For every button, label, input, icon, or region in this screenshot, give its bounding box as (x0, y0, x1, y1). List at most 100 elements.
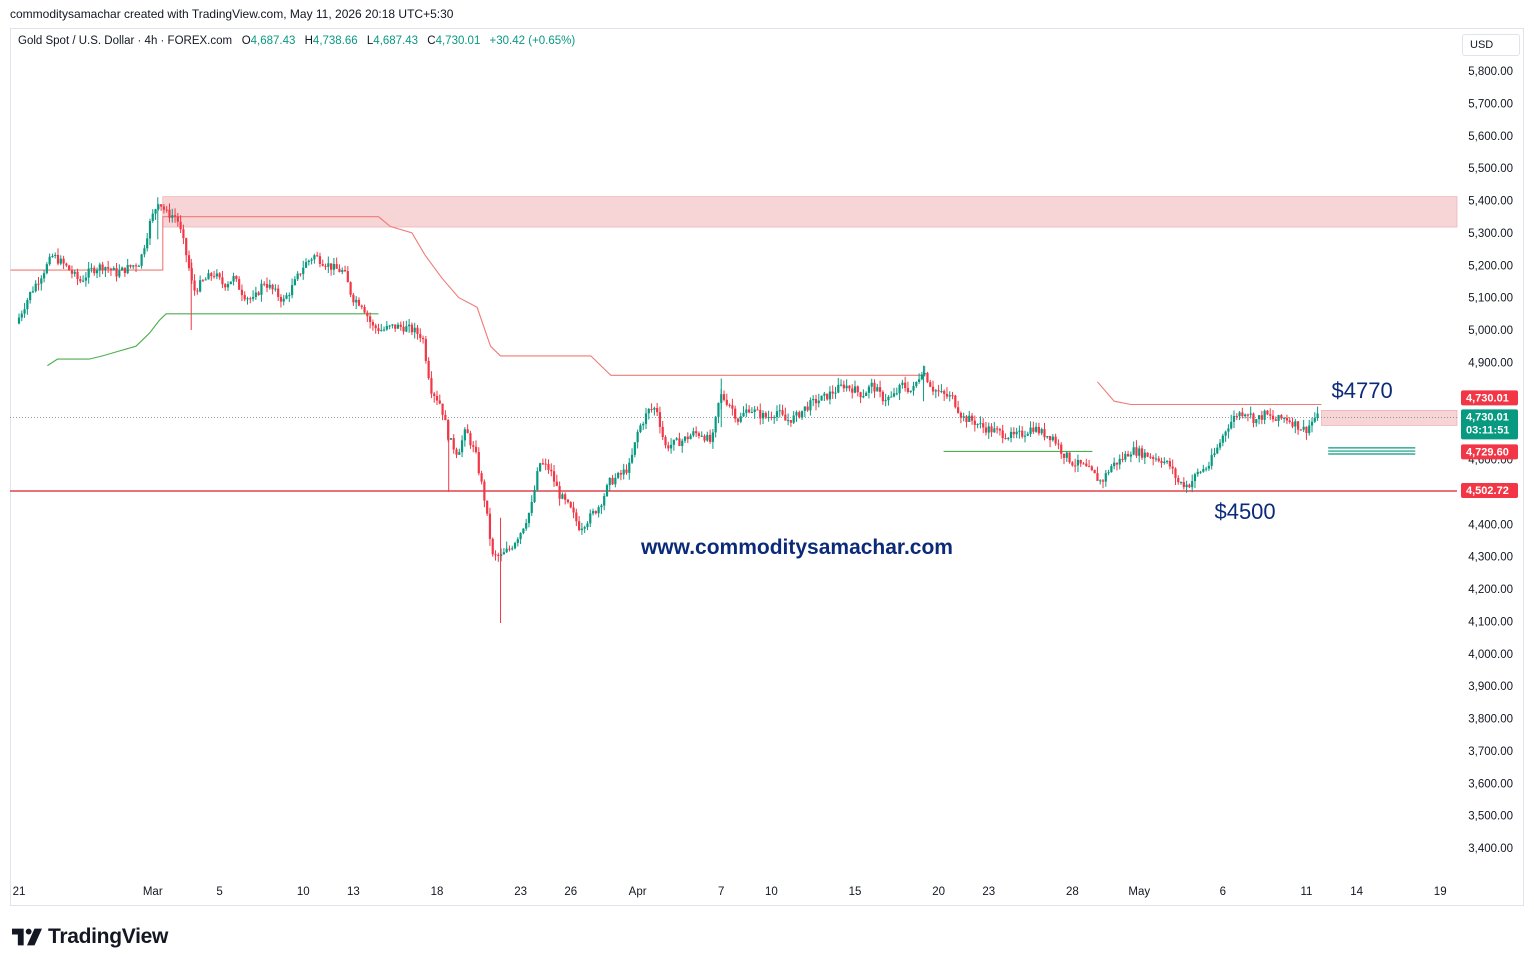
candle-up (800, 410, 804, 418)
candle-down (486, 500, 489, 514)
last-price-tag-text: 03:11:51 (1466, 424, 1509, 436)
candle-up (1294, 421, 1297, 427)
candle-down (695, 431, 698, 434)
candle-up (73, 271, 76, 274)
candle-up (511, 548, 514, 550)
candle-up (898, 384, 901, 394)
price-axis-tick: 4,000.00 (1468, 649, 1513, 661)
candle-down (212, 276, 216, 278)
candle-up (1310, 421, 1314, 426)
candle-down (658, 412, 662, 427)
candle-up (458, 452, 461, 455)
candle-down (569, 502, 572, 508)
candle-up (1238, 412, 1241, 417)
candle-down (101, 264, 104, 270)
price-axis-tick: 5,000.00 (1468, 325, 1513, 337)
candle-down (321, 264, 324, 266)
candle-up (948, 395, 951, 397)
candle-down (424, 339, 427, 361)
candle-down (70, 270, 74, 274)
candle-down (271, 284, 274, 290)
candle-up (767, 417, 770, 419)
candle-up (154, 209, 157, 214)
candle-down (243, 295, 246, 300)
symbol-name[interactable]: Gold Spot / U.S. Dollar · 4h · FOREX.com (18, 35, 233, 47)
candle-down (1021, 430, 1024, 437)
candle-up (630, 454, 634, 463)
chart-credit: commoditysamachar created with TradingVi… (10, 7, 454, 21)
time-axis-tick: 6 (1220, 886, 1226, 898)
candle-down (878, 387, 882, 392)
candle-down (410, 324, 414, 333)
candle-up (1065, 452, 1068, 458)
candle-up (1308, 425, 1311, 434)
candle-up (700, 435, 703, 437)
candle-up (867, 386, 871, 393)
candle-up (589, 513, 592, 524)
candle-down (1043, 429, 1046, 438)
candle-up (1210, 455, 1213, 466)
candle-up (1129, 454, 1132, 457)
candle-up (683, 436, 687, 441)
candle-down (1241, 412, 1244, 417)
candle-down (929, 382, 932, 387)
last-price-tag-text: 4,730.01 (1466, 411, 1509, 423)
candle-down (1299, 429, 1302, 431)
price-axis-tick: 3,900.00 (1468, 681, 1513, 693)
candle-down (1082, 463, 1085, 465)
candle-up (862, 395, 865, 398)
candle-up (993, 428, 996, 433)
candle-down (1115, 462, 1119, 465)
candle-up (1218, 442, 1222, 448)
candle-down (1140, 448, 1144, 458)
candle-up (313, 255, 316, 260)
candle-up (745, 409, 748, 413)
candle-down (1032, 427, 1035, 432)
bid-price-tag: 4,729.60 (1461, 444, 1518, 460)
candle-up (1185, 484, 1188, 488)
trailing-support-line (47, 313, 379, 367)
candle-up (633, 442, 636, 455)
candle-down (734, 408, 737, 419)
candle-down (466, 429, 469, 434)
supply-zone (1321, 409, 1458, 426)
time-axis-tick: 26 (564, 886, 577, 898)
symbol-legend[interactable]: Gold Spot / U.S. Dollar · 4h · FOREX.com… (18, 35, 581, 47)
candle-up (1216, 447, 1219, 454)
currency-selector[interactable]: USD (1462, 34, 1520, 56)
candle-up (539, 463, 542, 472)
candle-down (182, 229, 185, 239)
candle-up (40, 278, 43, 284)
candle-up (1205, 468, 1208, 470)
candle-up (809, 400, 812, 411)
candle-down (1054, 436, 1057, 444)
candle-down (943, 391, 946, 394)
candle-down (1093, 469, 1096, 474)
candle-down (957, 407, 960, 413)
candle-up (1046, 436, 1049, 438)
candle-up (714, 416, 717, 433)
candle-up (968, 415, 971, 423)
candle-down (552, 471, 556, 482)
candle-down (764, 412, 767, 418)
candle-down (129, 264, 132, 267)
candle-up (775, 411, 779, 418)
candle-down (1296, 421, 1300, 430)
candle-down (826, 393, 829, 400)
candle-up (1138, 448, 1141, 456)
candle-up (226, 284, 230, 288)
candle-down (1260, 415, 1263, 420)
candle-up (901, 382, 904, 385)
candle-up (773, 417, 776, 419)
close-value: 4,730.01 (435, 35, 481, 47)
candle-down (419, 334, 422, 339)
chart-frame[interactable] (10, 28, 1524, 906)
candle-down (842, 384, 845, 389)
candle-down (951, 395, 954, 397)
candle-down (1096, 473, 1099, 481)
candle-up (761, 412, 765, 419)
candle-up (527, 513, 531, 524)
candle-up (979, 423, 982, 425)
